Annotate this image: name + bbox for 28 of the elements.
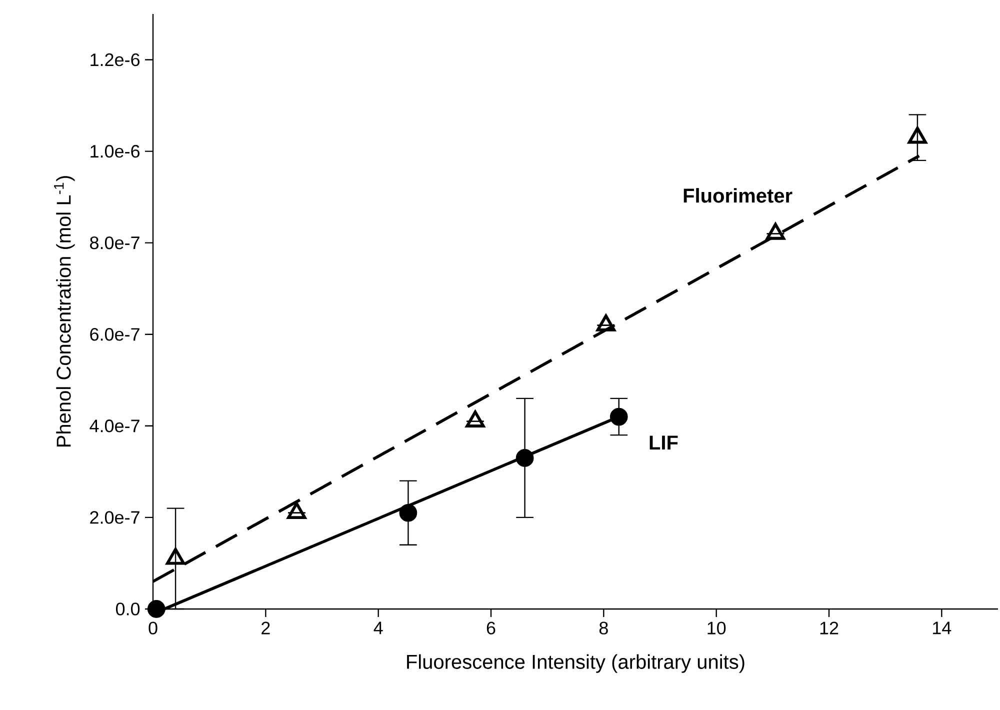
point [287, 502, 306, 520]
x-tick-label: 14 [933, 622, 952, 634]
x-tick-label: 0 [148, 622, 158, 634]
y-tick-label: 4.0e-7 [90, 420, 140, 432]
x-tick-label: 8 [599, 622, 608, 634]
y-tick-label: 8.0e-7 [90, 236, 140, 250]
point [516, 449, 534, 467]
point [466, 410, 485, 428]
x-tick-label: 6 [486, 622, 496, 634]
point [399, 504, 418, 522]
y-tick-label: 1.2e-6 [90, 53, 140, 66]
y-axis-title: Phenol Concentration (mol L$^{-1}$) [54, 176, 75, 446]
y-tick-label: 1.0e-6 [90, 144, 140, 158]
point [147, 600, 166, 618]
x-axis-title: Fluorescence Intensity (arbitrary units) [407, 654, 744, 673]
x-tick-label: 10 [708, 622, 726, 634]
x-tick-label: 12 [820, 622, 838, 634]
point [596, 314, 616, 332]
series-label: LIF [650, 436, 678, 450]
y-tick-label: 6.0e-7 [90, 328, 140, 341]
point [908, 126, 927, 144]
x-tick-label: 2 [262, 622, 270, 634]
point [610, 408, 628, 426]
x-tick-label: 4 [374, 622, 383, 634]
y-tick-label: 2.0e-7 [90, 511, 140, 524]
series-label: Fluorimeter [684, 188, 792, 203]
point [766, 222, 786, 240]
y-tick-label: 0.0 [116, 602, 140, 616]
